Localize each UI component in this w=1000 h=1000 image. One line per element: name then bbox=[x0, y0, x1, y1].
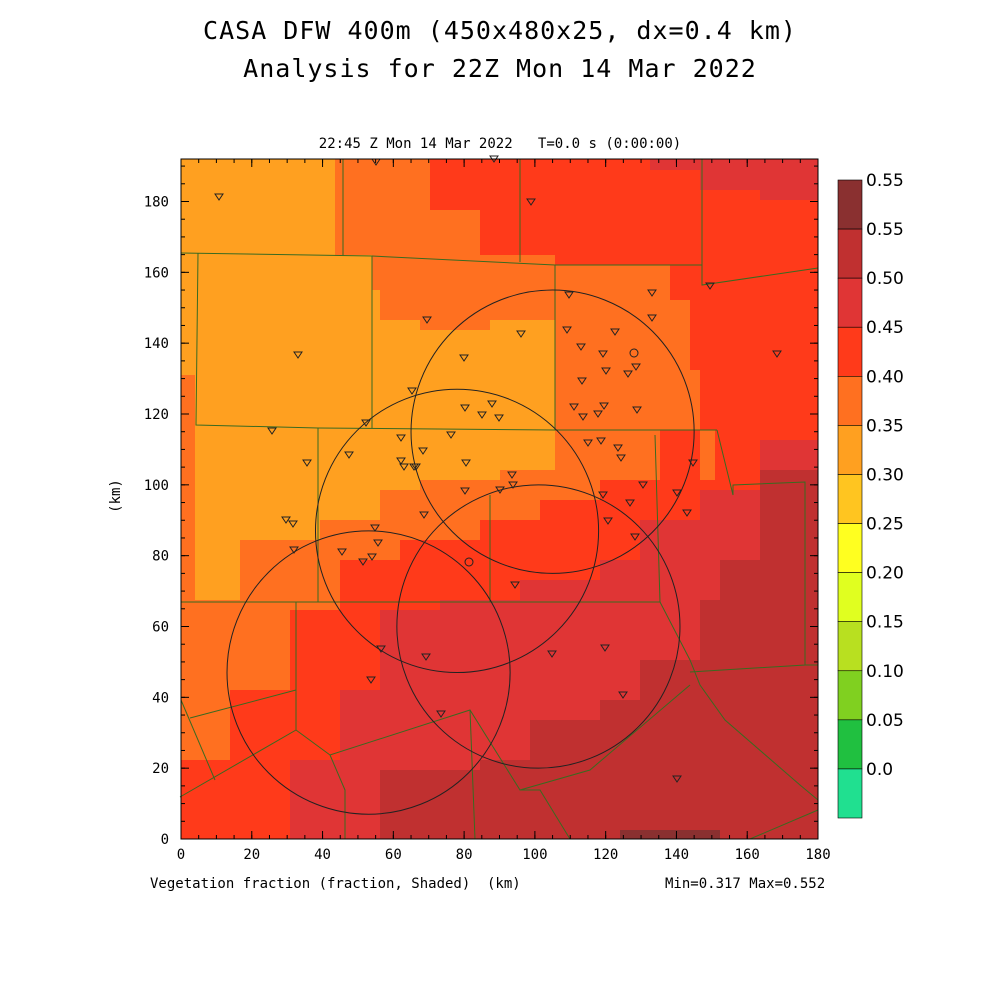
x-axis-unit: (km) bbox=[487, 876, 521, 892]
x-tick-label: 160 bbox=[735, 847, 760, 863]
x-tick-label: 100 bbox=[522, 847, 547, 863]
colorbar-swatch bbox=[837, 621, 863, 672]
colorbar-label: 0.15 bbox=[866, 613, 904, 633]
x-tick-label: 140 bbox=[664, 847, 689, 863]
colorbar-label: 0.40 bbox=[866, 367, 904, 387]
colorbar-label: 0.0 bbox=[866, 760, 893, 780]
colorbar-swatch bbox=[837, 719, 863, 770]
y-tick-label: 20 bbox=[152, 761, 169, 777]
min-max-label: Min=0.317 Max=0.552 bbox=[665, 876, 826, 892]
y-tick-label: 0 bbox=[161, 832, 169, 848]
y-tick-label: 140 bbox=[144, 336, 169, 352]
colorbar-swatch bbox=[837, 572, 863, 622]
colorbar-swatch bbox=[837, 474, 863, 524]
radar-range-ring-2 bbox=[396, 484, 681, 769]
x-tick-label: 20 bbox=[243, 847, 260, 863]
field-label: Vegetation fraction (fraction, Shaded) bbox=[150, 876, 471, 892]
valid-time-label: 22:45 Z Mon 14 Mar 2022 T=0.0 s (0:00:00… bbox=[318, 136, 682, 152]
colorbar-swatch bbox=[837, 179, 863, 230]
radar-range-ring-3 bbox=[410, 289, 695, 574]
shaded-field bbox=[181, 159, 818, 839]
y-tick-label: 80 bbox=[152, 549, 169, 565]
colorbar-swatch bbox=[837, 768, 863, 819]
radar-range-ring-4 bbox=[226, 530, 511, 815]
y-axis-unit: (km) bbox=[108, 479, 124, 513]
y-tick-label: 120 bbox=[144, 407, 169, 423]
colorbar-label: 0.25 bbox=[866, 515, 904, 535]
radar-range-ring-1 bbox=[314, 388, 600, 674]
colorbar-label: 0.05 bbox=[866, 711, 904, 731]
colorbar-swatch bbox=[837, 277, 863, 328]
colorbar-label: 0.55 bbox=[866, 171, 904, 191]
colorbar-label: 0.45 bbox=[866, 318, 904, 338]
x-tick-label: 80 bbox=[456, 847, 473, 863]
colorbar-swatch bbox=[837, 326, 863, 377]
colorbar-swatch bbox=[837, 376, 863, 426]
title-line-2: Analysis for 22Z Mon 14 Mar 2022 bbox=[243, 54, 757, 83]
axes: 0 20 40 60 80 100 120 140 160 180 0 20 40 60 80 100 120 1… bbox=[144, 159, 831, 863]
y-tick-label: 100 bbox=[144, 478, 169, 494]
y-tick-label: 160 bbox=[144, 265, 169, 281]
colorbar: 0.55 0.55 0.50 0.45 0.40 0.35 0.30 0.25 0.20 0.15… bbox=[837, 171, 904, 819]
colorbar-swatch bbox=[837, 670, 863, 721]
y-tick-label: 180 bbox=[144, 195, 169, 211]
x-tick-label: 120 bbox=[593, 847, 618, 863]
x-tick-label: 180 bbox=[805, 847, 830, 863]
colorbar-label: 0.30 bbox=[866, 465, 904, 485]
colorbar-label: 0.10 bbox=[866, 662, 904, 682]
radar-range-rings bbox=[226, 289, 695, 815]
colorbar-swatch bbox=[837, 425, 863, 475]
x-tick-label: 60 bbox=[385, 847, 402, 863]
colorbar-label: 0.20 bbox=[866, 564, 904, 584]
colorbar-label: 0.35 bbox=[866, 416, 904, 436]
x-tick-label: 40 bbox=[314, 847, 331, 863]
y-tick-label: 40 bbox=[152, 690, 169, 706]
county-boundaries bbox=[179, 159, 819, 840]
title-line-1: CASA DFW 400m (450x480x25, dx=0.4 km) bbox=[203, 16, 797, 45]
colorbar-swatch bbox=[837, 228, 863, 279]
y-tick-label: 60 bbox=[152, 620, 169, 636]
colorbar-swatch bbox=[837, 523, 863, 573]
x-tick-label: 0 bbox=[177, 847, 185, 863]
colorbar-label: 0.50 bbox=[866, 269, 904, 289]
colorbar-label: 0.55 bbox=[866, 220, 904, 240]
